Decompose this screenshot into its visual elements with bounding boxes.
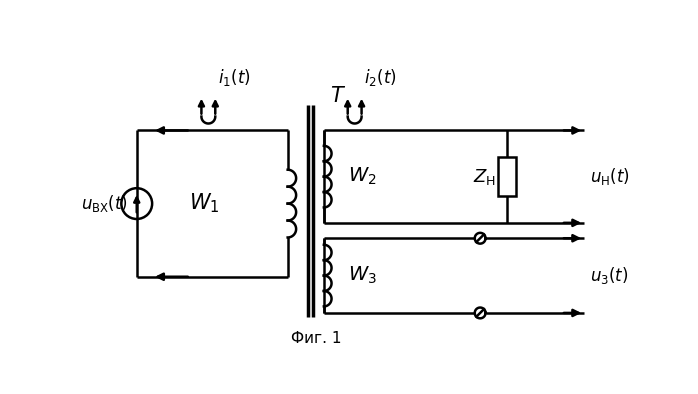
Text: $u_\mathrm{H}(t)$: $u_\mathrm{H}(t)$ [591,166,630,187]
Text: $W_1$: $W_1$ [189,192,220,216]
Text: $W_3$: $W_3$ [348,265,377,286]
Text: $u_3(t)$: $u_3(t)$ [591,265,629,286]
Text: $T$: $T$ [329,86,346,106]
Text: $Z_\mathrm{H}$: $Z_\mathrm{H}$ [473,167,496,187]
Text: $W_2$: $W_2$ [348,166,377,187]
Text: Фиг. 1: Фиг. 1 [291,331,341,346]
Text: $i_1(t)$: $i_1(t)$ [218,67,250,88]
Text: $i_2(t)$: $i_2(t)$ [364,67,396,88]
Bar [498,157,517,196]
Text: $u_{\mathrm{BX}}(t)$: $u_{\mathrm{BX}}(t)$ [81,193,128,214]
